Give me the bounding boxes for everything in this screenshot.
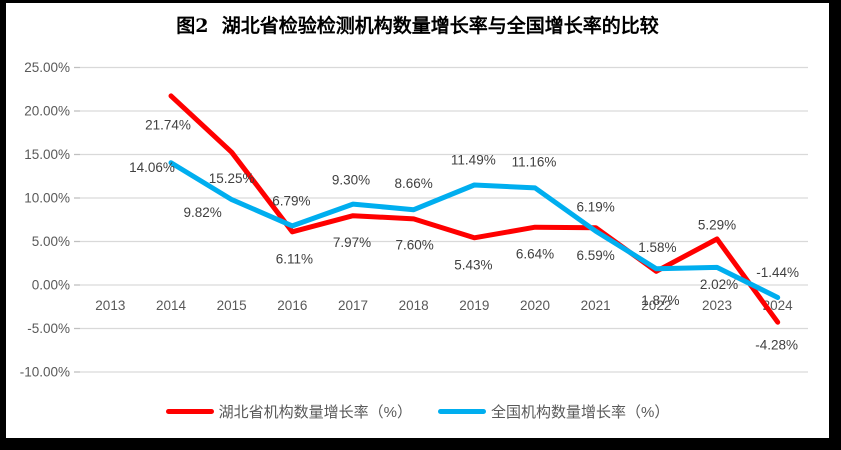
y-axis-label: 20.00% [24, 104, 70, 119]
y-axis-label: 5.00% [32, 234, 70, 249]
data-label-hubei: 15.25% [209, 171, 255, 186]
y-axis-label: 10.00% [24, 191, 70, 206]
x-axis-label: 2022 [641, 298, 671, 313]
data-label-national: 6.79% [272, 193, 310, 208]
legend-item-national: 全国机构数量增长率（%） [438, 401, 669, 422]
y-axis-label: -5.00% [27, 321, 70, 336]
legend-line-sample-national-icon [438, 409, 486, 414]
legend-item-hubei: 湖北省机构数量增长率（%） [165, 401, 412, 422]
chart-panel: 图2 湖北省检验检测机构数量增长率与全国增长率的比较 25.00% 20.00% 1… [6, 3, 829, 438]
data-label-national: 14.06% [129, 160, 175, 175]
x-axis-label: 2023 [702, 298, 732, 313]
series-line-hubei [168, 93, 781, 325]
chart-title: 图2 湖北省检验检测机构数量增长率与全国增长率的比较 [176, 15, 659, 37]
data-label-hubei: 21.74% [145, 117, 191, 132]
series-line-national [168, 160, 781, 300]
data-label-hubei: -4.28% [755, 338, 798, 353]
data-label-national: 11.16% [512, 154, 557, 169]
legend-label-national: 全国机构数量增长率（%） [491, 404, 670, 421]
data-label-national: 6.19% [577, 200, 615, 215]
data-label-national: 9.30% [332, 173, 370, 188]
x-axis-label: 2019 [459, 298, 489, 313]
data-label-hubei: 7.60% [396, 237, 434, 252]
x-axis-label: 2017 [338, 298, 368, 313]
y-axis-label: 15.00% [24, 147, 70, 162]
x-axis-label: 2018 [399, 298, 429, 313]
legend: 湖北省机构数量增长率（%） 全国机构数量增长率（%） [6, 401, 829, 422]
data-label-hubei: 5.29% [698, 217, 736, 232]
x-axis-label: 2021 [581, 298, 611, 313]
x-axis-label: 2015 [217, 298, 247, 313]
x-axis-label: 2020 [520, 298, 550, 313]
data-label-hubei: 5.43% [454, 257, 492, 272]
plot-area: 25.00% 20.00% 15.00% 10.00% 5.00% 0.00% -5.00%… [20, 60, 808, 380]
data-label-hubei: 6.59% [577, 248, 615, 263]
x-axis-label: 2016 [277, 298, 307, 313]
legend-label-hubei: 湖北省机构数量增长率（%） [218, 404, 412, 421]
data-label-national: 8.66% [395, 176, 433, 191]
data-label-national: 2.02% [700, 277, 738, 292]
legend-line-sample-hubei-icon [165, 409, 214, 414]
y-axis-label: 25.00% [24, 60, 70, 75]
data-label-national: -1.44% [756, 265, 799, 280]
data-label-hubei: 6.64% [516, 247, 554, 262]
y-axis-label: 0.00% [32, 278, 70, 293]
data-label-national: 1.87% [641, 293, 679, 308]
x-axis-label: 2013 [95, 298, 125, 313]
y-axis-label: -10.00% [20, 365, 70, 380]
data-label-hubei: 1.58% [638, 240, 676, 255]
data-label-national: 9.82% [184, 205, 222, 220]
x-axis-label: 2014 [156, 298, 187, 313]
data-label-hubei: 7.97% [333, 235, 371, 250]
data-label-national: 11.49% [451, 153, 496, 168]
data-label-hubei: 6.11% [276, 251, 313, 266]
